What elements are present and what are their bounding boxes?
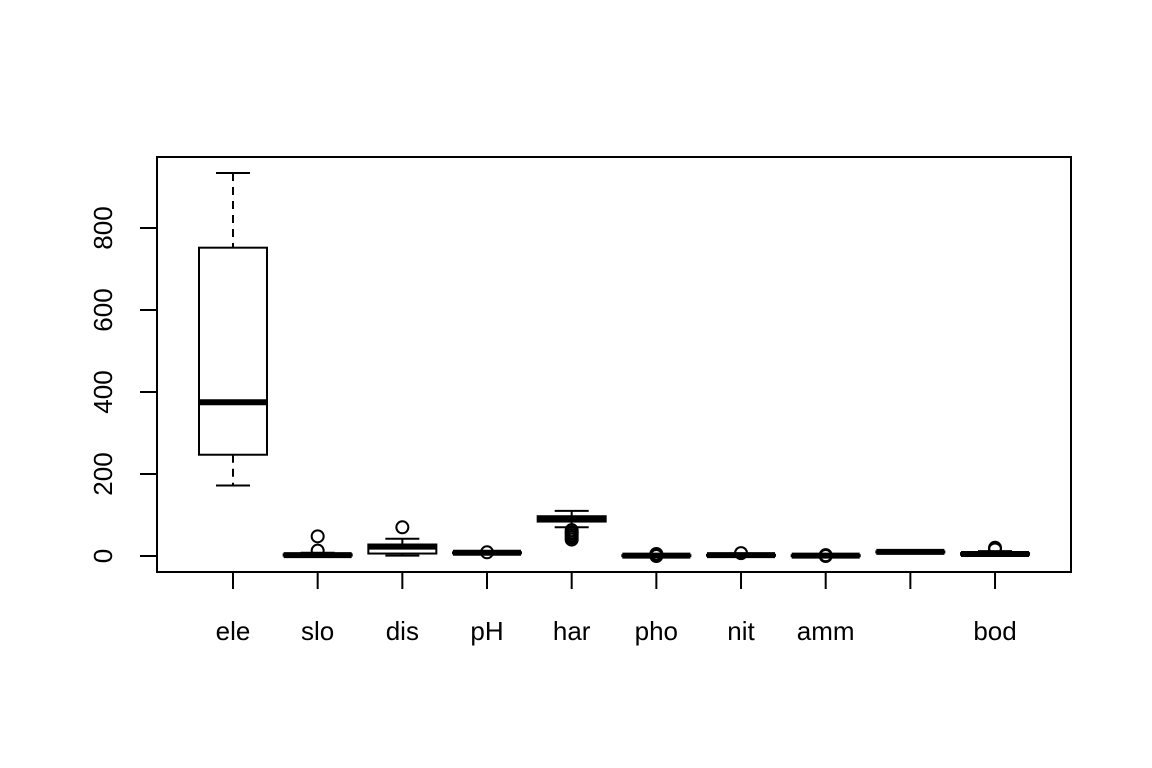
box-iqr	[198, 246, 268, 456]
boxes-group	[198, 172, 1031, 563]
x-tick-label: slo	[301, 616, 334, 646]
box-pH	[452, 545, 523, 560]
outlier-point	[395, 520, 410, 535]
y-tick-label: 400	[88, 370, 118, 413]
x-tick-label: har	[553, 616, 591, 646]
y-tick-label: 800	[88, 206, 118, 249]
box-har	[536, 509, 607, 547]
box-ele	[198, 172, 268, 487]
y-axis: 0 200 400 600 800	[88, 206, 158, 563]
x-tick-label: ele	[216, 616, 251, 646]
plot-frame	[156, 156, 1072, 573]
outlier-point	[310, 529, 325, 544]
y-tick-label: 0	[88, 549, 118, 563]
outlier-point	[818, 549, 833, 563]
outlier-point	[480, 545, 495, 560]
box-nit	[706, 546, 777, 561]
x-tick-label: nit	[727, 616, 755, 646]
x-tick-label: bod	[973, 616, 1016, 646]
outlier-point	[734, 546, 749, 561]
x-tick-label: pho	[635, 616, 678, 646]
x-tick-label: pH	[470, 616, 503, 646]
x-axis: ele slo dis pH har pho nit amm bod	[216, 571, 1017, 646]
box-slo	[282, 529, 353, 559]
box-pho	[621, 546, 692, 563]
outlier-point	[649, 549, 664, 563]
x-tick-label: amm	[797, 616, 855, 646]
x-tick-label: dis	[386, 616, 419, 646]
y-tick-label: 200	[88, 452, 118, 495]
box-dis	[367, 520, 438, 557]
outlier-point	[310, 543, 325, 558]
outlier-point	[988, 542, 1003, 557]
box-bod	[960, 540, 1031, 557]
outlier-point	[564, 532, 579, 547]
box-amm	[790, 548, 861, 563]
box-unlabeled	[875, 548, 946, 555]
y-tick-label: 600	[88, 288, 118, 331]
